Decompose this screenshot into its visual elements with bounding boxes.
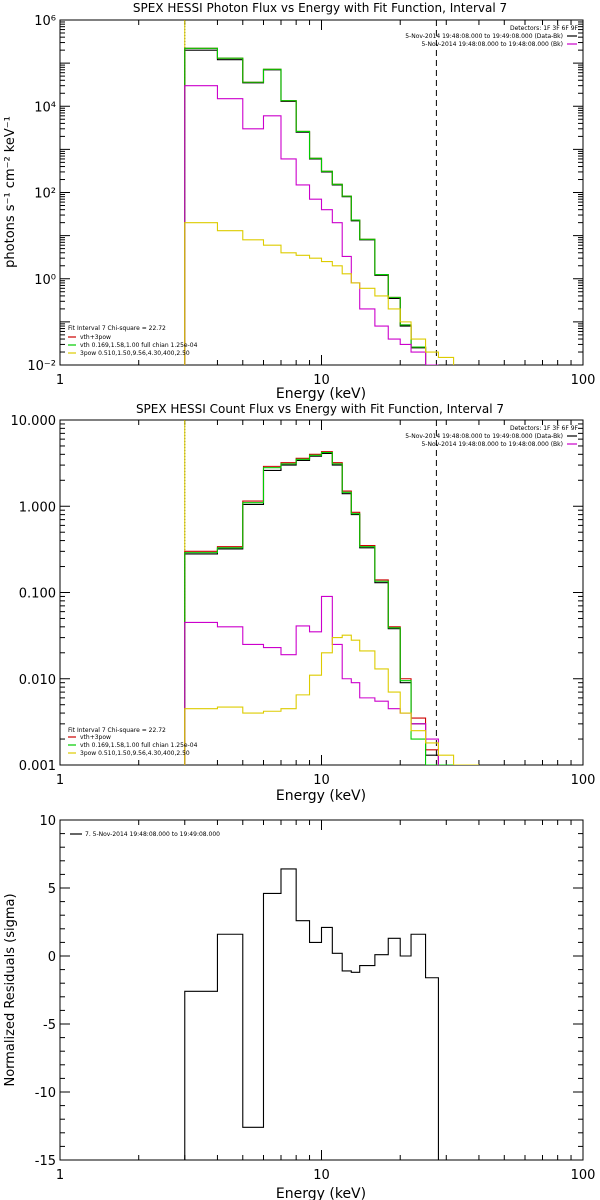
- y-tick-label: 0.100: [19, 587, 56, 602]
- x-tick-label: 1: [56, 1168, 64, 1183]
- series-vth: [184, 47, 480, 365]
- series-data-bk: [184, 49, 439, 365]
- x-tick-label: 100: [571, 773, 596, 788]
- series-3pow: [184, 634, 479, 765]
- y-tick-label: -15: [35, 1154, 56, 1169]
- legend-entry: vth 0.169,1.58,1.00 full chian 1.25e-04: [80, 342, 198, 349]
- chart-title: SPEX HESSI Photon Flux vs Energy with Fi…: [133, 1, 507, 15]
- y-tick-label: 10⁰: [34, 273, 56, 288]
- series-data-bk: [184, 452, 439, 765]
- series-vth-3pow: [184, 451, 439, 765]
- legend-entry: vth 0.169,1.58,1.00 full chian 1.25e-04: [80, 742, 198, 749]
- legend-entry: vth+3pow: [80, 734, 111, 741]
- y-tick-label: 0: [48, 950, 56, 965]
- y-tick-label: 10.000: [11, 414, 57, 429]
- fit-chi-label: Fit Interval 7 Chi-square = 22.72: [68, 325, 166, 332]
- plot-frame: [59, 19, 584, 366]
- legend-entry: 5-Nov-2014 19:48:08.000 to 19:48:08.000 …: [421, 41, 563, 48]
- x-tick-label: 100: [571, 1168, 596, 1183]
- legend-entry: 3pow 0.510,1.50,9.56,4.30,400,2.50: [80, 350, 190, 357]
- y-tick-label: 0.001: [19, 759, 56, 774]
- y-tick-label: 1.000: [19, 500, 56, 515]
- x-tick-label: 100: [571, 373, 596, 388]
- plot-frame: [59, 419, 584, 766]
- x-tick-label: 1: [56, 373, 64, 388]
- chart-title: SPEX HESSI Count Flux vs Energy with Fit…: [136, 402, 504, 416]
- y-axis-label: Normalized Residuals (sigma): [3, 893, 18, 1086]
- legend-entry: 7. 5-Nov-2014 19:48:08.000 to 19:49:08.0…: [85, 831, 220, 838]
- x-tick-label: 10: [313, 373, 330, 388]
- y-tick-label: -5: [43, 1018, 56, 1033]
- legend-entry: 3pow 0.510,1.50,9.56,4.30,400,2.50: [80, 750, 190, 757]
- detectors-label: Detectors: 1F 3F 6F 9F: [510, 25, 579, 32]
- fit-chi-label: Fit Interval 7 Chi-square = 22.72: [68, 727, 166, 734]
- detectors-label: Detectors: 1F 3F 6F 9F: [510, 425, 579, 432]
- y-tick-label: 10²: [34, 187, 56, 202]
- y-tick-label: 10⁶: [34, 14, 56, 29]
- y-tick-label: 10: [39, 814, 56, 829]
- series-bk: [184, 85, 439, 365]
- y-tick-label: 5: [48, 882, 56, 897]
- count-flux-panel: SPEX HESSI Count Flux vs Energy with Fit…: [11, 402, 596, 804]
- series-vth-3pow: [184, 47, 439, 365]
- photon-flux-panel: SPEX HESSI Photon Flux vs Energy with Fi…: [3, 1, 596, 402]
- x-axis-label: Energy (keV): [276, 788, 366, 804]
- residuals-panel: Energy (keV) Normalized Residuals (sigma…: [3, 814, 595, 1200]
- plot-frame: [59, 819, 584, 1161]
- series-3pow: [184, 222, 480, 365]
- y-tick-label: 10⁴: [34, 100, 56, 115]
- legend-entry: 5-Nov-2014 19:48:08.000 to 19:49:08.000 …: [405, 433, 563, 440]
- legend-entry: 5-Nov-2014 19:48:08.000 to 19:48:08.000 …: [421, 441, 563, 448]
- x-tick-label: 10: [313, 1168, 330, 1183]
- legend-entry: vth+3pow: [80, 334, 111, 341]
- y-axis-label: photons s⁻¹ cm⁻² keV⁻¹: [3, 116, 18, 268]
- x-axis-label: Energy (keV): [276, 1186, 366, 1200]
- legend-entry: 5-Nov-2014 19:48:08.000 to 19:49:08.000 …: [405, 33, 563, 40]
- y-tick-label: 0.010: [19, 673, 56, 688]
- x-tick-label: 10: [313, 773, 330, 788]
- y-tick-label: -10: [35, 1086, 56, 1101]
- x-axis-label: Energy (keV): [276, 386, 366, 402]
- x-tick-label: 1: [56, 773, 64, 788]
- y-tick-label: 10⁻²: [27, 359, 56, 374]
- series-residuals: [184, 868, 439, 1160]
